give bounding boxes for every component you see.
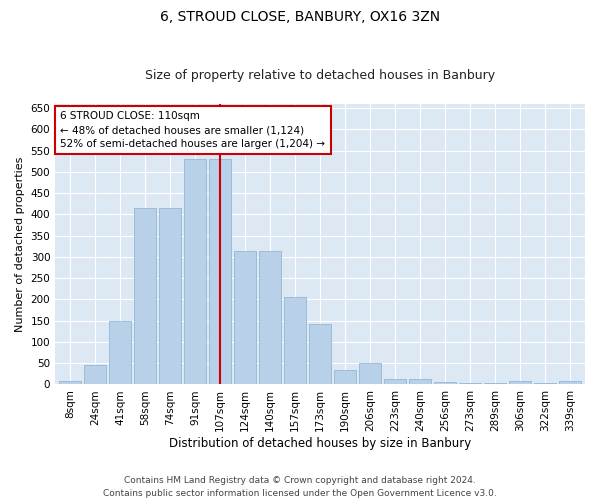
Bar xyxy=(534,383,556,384)
Bar xyxy=(134,208,157,384)
Bar xyxy=(309,324,331,384)
Bar xyxy=(409,379,431,384)
Bar xyxy=(59,382,82,384)
Bar xyxy=(384,379,406,384)
Text: 6, STROUD CLOSE, BANBURY, OX16 3ZN: 6, STROUD CLOSE, BANBURY, OX16 3ZN xyxy=(160,10,440,24)
Bar xyxy=(209,159,232,384)
Bar xyxy=(484,383,506,384)
Bar xyxy=(159,208,181,384)
Bar xyxy=(184,159,206,384)
Bar xyxy=(84,366,106,384)
Bar xyxy=(259,250,281,384)
Bar xyxy=(109,320,131,384)
Bar xyxy=(284,298,307,384)
Bar xyxy=(234,250,256,384)
X-axis label: Distribution of detached houses by size in Banbury: Distribution of detached houses by size … xyxy=(169,437,471,450)
Text: 6 STROUD CLOSE: 110sqm
← 48% of detached houses are smaller (1,124)
52% of semi-: 6 STROUD CLOSE: 110sqm ← 48% of detached… xyxy=(61,111,325,149)
Title: Size of property relative to detached houses in Banbury: Size of property relative to detached ho… xyxy=(145,69,495,82)
Bar xyxy=(459,383,481,384)
Bar xyxy=(334,370,356,384)
Bar xyxy=(359,363,382,384)
Bar xyxy=(434,382,456,384)
Y-axis label: Number of detached properties: Number of detached properties xyxy=(15,156,25,332)
Bar xyxy=(509,382,531,384)
Bar xyxy=(559,382,581,384)
Text: Contains HM Land Registry data © Crown copyright and database right 2024.
Contai: Contains HM Land Registry data © Crown c… xyxy=(103,476,497,498)
